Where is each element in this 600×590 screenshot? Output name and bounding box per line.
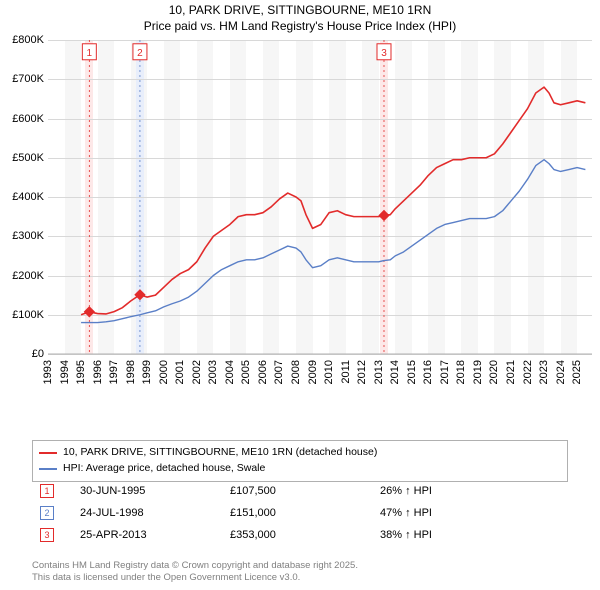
sale-marker: 1 — [40, 484, 54, 498]
attribution: Contains HM Land Registry data © Crown c… — [32, 556, 568, 585]
sales-table: 1 30-JUN-1995£107,50026% ↑ HPI 2 24-JUL-199… — [32, 480, 568, 546]
legend-box: 10, PARK DRIVE, SITTINGBOURNE, ME10 1RN … — [32, 440, 568, 482]
attribution-line2: This data is licensed under the Open Gov… — [32, 572, 568, 584]
chart-title-address: 10, PARK DRIVE, SITTINGBOURNE, ME10 1RN — [0, 2, 600, 18]
legend-item: HPI: Average price, detached house, Swal… — [39, 461, 561, 477]
chart-title-subtitle: Price paid vs. HM Land Registry's House … — [0, 18, 600, 34]
svg-text:3: 3 — [381, 48, 387, 59]
sale-row: 3 25-APR-2013£353,00038% ↑ HPI — [32, 524, 568, 546]
sale-row: 2 24-JUL-1998£151,00047% ↑ HPI — [32, 502, 568, 524]
line-chart: £0£100K£200K£300K£400K£500K£600K£700K£80… — [0, 36, 600, 400]
sale-price: £353,000 — [222, 524, 372, 546]
svg-text:2: 2 — [137, 48, 143, 59]
sale-date: 24-JUL-1998 — [72, 502, 222, 524]
legend-label: HPI: Average price, detached house, Swal… — [63, 461, 265, 477]
sale-marker: 3 — [40, 528, 54, 542]
sale-delta: 47% ↑ HPI — [372, 502, 568, 524]
legend-swatch — [39, 468, 57, 470]
sale-date: 30-JUN-1995 — [72, 480, 222, 502]
sale-marker: 2 — [40, 506, 54, 520]
legend-swatch — [39, 452, 57, 454]
chart-series-price_paid — [81, 87, 585, 315]
sale-delta: 38% ↑ HPI — [372, 524, 568, 546]
chart-series-hpi — [81, 160, 585, 323]
sale-price: £107,500 — [222, 480, 372, 502]
sale-delta: 26% ↑ HPI — [372, 480, 568, 502]
sale-price: £151,000 — [222, 502, 372, 524]
legend-label: 10, PARK DRIVE, SITTINGBOURNE, ME10 1RN … — [63, 445, 377, 461]
svg-text:1: 1 — [87, 48, 93, 59]
sale-row: 1 30-JUN-1995£107,50026% ↑ HPI — [32, 480, 568, 502]
attribution-line1: Contains HM Land Registry data © Crown c… — [32, 560, 568, 572]
chart-title-block: 10, PARK DRIVE, SITTINGBOURNE, ME10 1RN … — [0, 0, 600, 34]
legend-item: 10, PARK DRIVE, SITTINGBOURNE, ME10 1RN … — [39, 445, 561, 461]
sale-date: 25-APR-2013 — [72, 524, 222, 546]
